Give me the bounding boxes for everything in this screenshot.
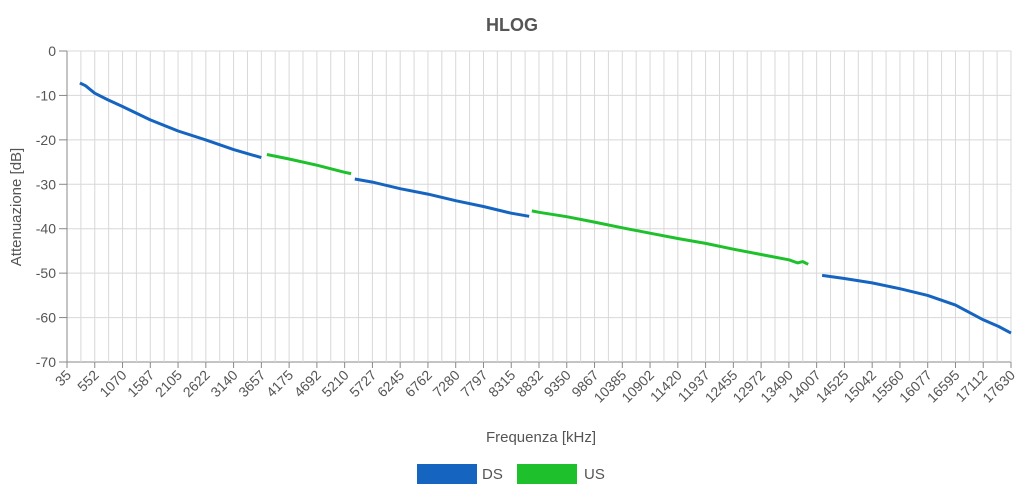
grid — [66, 50, 1012, 363]
x-tick-label: 4175 — [263, 367, 296, 400]
series-line-ds-2 — [354, 177, 530, 218]
legend[interactable]: DS US — [417, 464, 605, 484]
x-axis-label: Frequenza [kHz] — [486, 429, 596, 446]
chart-title: HLOG — [486, 15, 538, 35]
x-tick-label: 8832 — [513, 367, 546, 400]
x-tick-label: 4692 — [291, 367, 324, 400]
series-line-ds-0 — [79, 81, 262, 160]
x-axis-ticks: 35 55210701587210526223140365741754692521… — [52, 362, 1018, 406]
x-tick-label: 5727 — [346, 367, 379, 400]
y-tick-label: -60 — [36, 310, 56, 326]
y-axis-ticks: 0 -10 -20 -30 -40 -50 -60 -70 — [36, 43, 67, 370]
y-axis-label: Attenuazione [dB] — [8, 148, 25, 266]
legend-label-us[interactable]: US — [584, 466, 605, 483]
x-tick-label: 5210 — [318, 367, 351, 400]
x-tick-label: 17630 — [979, 367, 1018, 406]
legend-swatch-ds[interactable] — [417, 464, 477, 484]
x-tick-label: 6245 — [374, 367, 407, 400]
x-tick-label: 2105 — [152, 367, 185, 400]
x-tick-label: 2622 — [180, 367, 213, 400]
y-tick-label: -30 — [36, 176, 56, 192]
y-tick-label: -40 — [36, 221, 56, 237]
series-line-us-1 — [266, 153, 352, 176]
y-tick-label: -70 — [36, 354, 56, 370]
x-tick-label: 6762 — [402, 367, 435, 400]
x-tick-label: 3140 — [207, 367, 240, 400]
series-line-ds-4 — [821, 273, 1012, 335]
y-tick-label: 0 — [48, 43, 56, 59]
series-lines — [79, 81, 1012, 335]
x-tick-label: 3657 — [235, 367, 268, 400]
x-tick-label: 35 — [52, 367, 74, 389]
y-tick-label: -20 — [36, 132, 56, 148]
x-tick-label: 1070 — [96, 367, 129, 400]
x-tick-label: 16595 — [924, 367, 963, 406]
legend-label-ds[interactable]: DS — [482, 466, 503, 483]
y-tick-label: -10 — [36, 87, 56, 103]
x-tick-label: 8315 — [485, 367, 518, 400]
x-tick-label: 7797 — [457, 367, 490, 400]
x-tick-label: 9350 — [541, 367, 574, 400]
x-tick-label: 10902 — [618, 367, 657, 406]
x-tick-label: 1587 — [124, 367, 157, 400]
x-tick-label: 7280 — [429, 367, 462, 400]
series-line-us-3 — [531, 209, 809, 266]
legend-swatch-us[interactable] — [517, 464, 577, 484]
y-tick-label: -50 — [36, 265, 56, 281]
